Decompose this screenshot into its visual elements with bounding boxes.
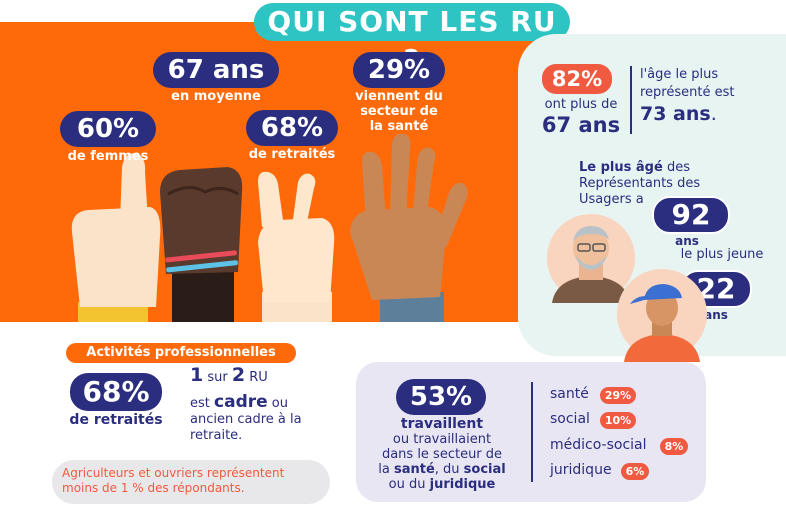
health-label-line2: secteur de [360, 104, 438, 119]
sector-pct-social: 10% [600, 412, 636, 429]
over-67-line1: ont plus de [544, 97, 618, 112]
sectors-text: travaillent ou travaillaient dans le sec… [364, 416, 520, 493]
open-hand-icon [350, 133, 468, 322]
fist-icon [160, 167, 243, 322]
sector-item-medico-social: médico-social [550, 437, 647, 453]
health-label: viennent du secteur de la santé [339, 89, 459, 134]
women-label: de femmes [67, 149, 149, 164]
sectors-divider [531, 382, 533, 482]
youngest-label: le plus jeune [680, 247, 764, 262]
cadre-sur: sur [203, 370, 232, 385]
sector-item-juridique: juridique [550, 462, 612, 478]
workers-note-line2: moins de 1 % des répondants. [62, 481, 245, 495]
cadre-num-2: 2 [231, 364, 246, 386]
oldest-bold: Le plus âgé [579, 160, 663, 175]
sector-pct-sante: 29% [600, 387, 636, 404]
over-67-line2: 67 ans [541, 113, 621, 137]
retired-pct-badge: 68% [246, 110, 338, 146]
sectors-line3: dans le secteur de [381, 447, 503, 462]
retired-label: de retraités [248, 147, 336, 162]
age-average-label: en moyenne [171, 89, 261, 104]
cadre-line3: ancien cadre à la [190, 412, 302, 427]
oldest-line1: Le plus âgé des [579, 160, 749, 176]
workers-note-line1: Agriculteurs et ouvriers représentent [62, 466, 285, 480]
most-represented-line1: l'âge le plus [640, 67, 719, 82]
health-label-line1: viennent du [355, 89, 443, 104]
most-represented-text: l'âge le plus représenté est 73 ans. [640, 66, 780, 125]
sectors-l4a: la [378, 462, 394, 477]
sector-pct-medico-social: 8% [660, 438, 688, 455]
health-label-line3: la santé [369, 119, 429, 134]
young-avatar-icon [617, 269, 707, 362]
cadre-line4: retraite. [190, 428, 243, 443]
age-average-badge: 67 ans [153, 52, 279, 88]
sectors-line2: ou travaillaient [392, 432, 492, 447]
women-pct-badge: 60% [60, 111, 156, 147]
workers-note [52, 460, 330, 504]
sectors-l4b: santé [393, 462, 435, 477]
most-represented-value-line: 73 ans. [640, 103, 780, 125]
workers-note-text: Agriculteurs et ouvriers représentent mo… [62, 466, 324, 496]
sectors-line4: la santé, du social [364, 462, 520, 477]
cadre-ru: RU [245, 370, 268, 385]
sectors-l5b: juridique [429, 477, 496, 492]
cadre-text: 1 sur 2 RU est cadre ou ancien cadre à l… [190, 364, 350, 444]
most-represented-line2: représenté est [640, 85, 735, 100]
sectors-bold-label: travaillent [400, 416, 484, 432]
oldest-rest: des [662, 160, 690, 175]
retired-activity-label: de retraités [69, 412, 163, 428]
activities-header: Activités professionnelles [66, 343, 296, 363]
sector-pct-juridique: 6% [621, 463, 649, 480]
oldest-line2: Représentants des [579, 176, 701, 191]
page-title: QUI SONT LES RU ? [254, 3, 570, 76]
oldest-text: Le plus âgé des Représentants des Usager… [579, 160, 749, 208]
health-pct-badge: 29% [353, 52, 445, 88]
oldest-age-badge: 92 [652, 196, 730, 234]
over-67-pct-badge: 82% [542, 64, 612, 94]
sectors-l5a: ou du [388, 477, 430, 492]
sectors-pct-badge: 53% [396, 379, 486, 415]
cadre-num-1: 1 [190, 364, 204, 386]
most-represented-value: 73 ans [640, 103, 711, 125]
sector-item-sante: santé [550, 386, 589, 402]
most-represented-dot: . [710, 103, 717, 125]
elder-avatar-icon [547, 214, 635, 303]
sectors-line5: ou du juridique [364, 477, 520, 492]
sectors-l4d: social [463, 462, 506, 477]
pointing-hand-icon [71, 153, 161, 322]
age-divider [630, 66, 632, 134]
sector-item-social: social [550, 411, 590, 427]
cadre-bold: cadre [214, 392, 268, 412]
oldest-line3: Usagers a [579, 192, 644, 207]
cadre-est: est [190, 396, 215, 411]
cadre-line2: est cadre ou [190, 394, 350, 412]
peace-hand-icon [258, 171, 335, 322]
retired-activity-badge: 68% [70, 373, 162, 411]
oldest-age-unit: ans [675, 234, 699, 248]
hands-illustration [71, 133, 468, 322]
sectors-l4c: , du [434, 462, 464, 477]
cadre-ratio-line: 1 sur 2 RU [190, 364, 350, 386]
youngest-age-unit: ans [704, 308, 728, 322]
cadre-ou: ou [267, 396, 288, 411]
